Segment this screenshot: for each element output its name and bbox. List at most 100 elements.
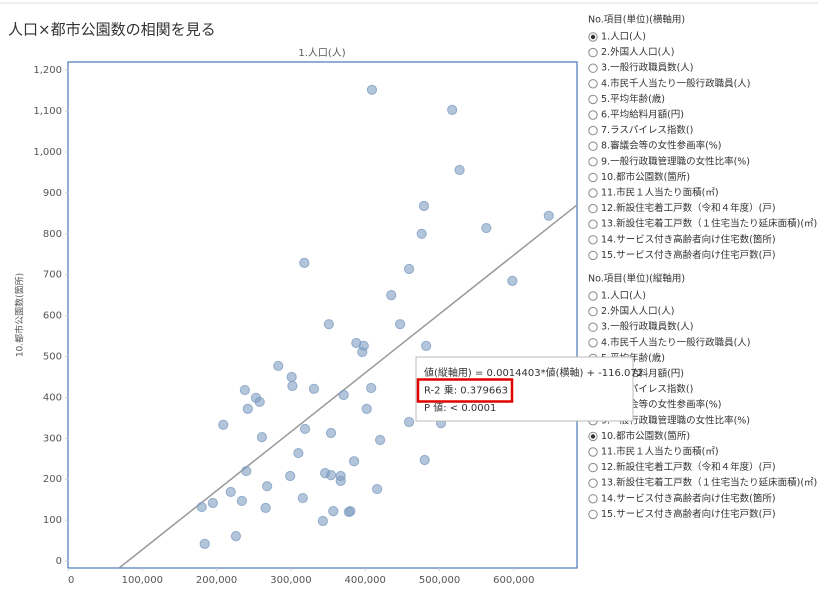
radio-button[interactable]	[588, 322, 598, 332]
radio-option[interactable]: 3.一般行政職員数(人)	[601, 321, 693, 333]
radio-option[interactable]: 13.新設住宅着工戸数（１住宅当たり延床面積)(㎡)	[601, 477, 817, 489]
point	[299, 257, 310, 268]
point	[218, 419, 229, 430]
point	[403, 263, 415, 275]
point	[419, 454, 430, 466]
plot-area	[67, 61, 578, 569]
point	[308, 383, 320, 394]
point	[260, 502, 271, 513]
radio-option[interactable]: 13.新設住宅着工戸数（１住宅当たり延床面積)(㎡)	[601, 218, 817, 230]
point	[241, 465, 252, 477]
radio-option[interactable]: 1.人口(人)	[601, 291, 646, 302]
point	[361, 403, 372, 414]
radio-option[interactable]: 9.一般行政職管理職の女性比率(%)	[601, 155, 750, 167]
tooltip-line: R-2 乗: 0.379663	[424, 385, 508, 397]
radio-button[interactable]	[588, 447, 598, 457]
radio-option[interactable]: 7.ラスパイレス指数()	[601, 124, 693, 136]
radio-button[interactable]	[588, 125, 598, 136]
point	[239, 384, 250, 396]
trend-line	[118, 204, 578, 569]
radio-button[interactable]	[588, 494, 598, 504]
radio-option[interactable]: 5.平均年齢(歳)	[601, 93, 665, 105]
x-tick-label: 500,000	[419, 575, 460, 586]
radio-button[interactable]	[588, 79, 598, 89]
radio-button[interactable]	[588, 63, 598, 73]
radio-button[interactable]	[588, 509, 598, 520]
radio-button[interactable]	[588, 94, 598, 105]
radio-button[interactable]	[588, 110, 598, 120]
point	[299, 423, 311, 435]
radio-button[interactable]	[588, 203, 598, 214]
point	[242, 403, 253, 414]
y-tick-label: 400	[43, 392, 62, 403]
point	[297, 492, 308, 504]
radio-button[interactable]	[588, 478, 598, 488]
y-tick-label: 800	[43, 229, 62, 240]
radio-button[interactable]	[588, 157, 598, 167]
radio-button[interactable]	[588, 306, 598, 317]
radio-option[interactable]: 2.外国人人口(人)	[601, 305, 674, 317]
y-axis-title: 10.都市公園数(箇所)	[14, 273, 26, 357]
point	[323, 319, 334, 330]
radio-button[interactable]	[588, 219, 598, 229]
radio-option[interactable]: 2.外国人人口(人)	[601, 46, 674, 58]
y-tick-label: 500	[43, 352, 62, 363]
point	[421, 340, 432, 351]
y-tick-label: 700	[43, 270, 62, 281]
point	[207, 497, 218, 509]
radio-button[interactable]	[588, 338, 598, 348]
point	[366, 382, 377, 394]
point	[230, 530, 242, 542]
radio-option[interactable]: 12.新設住宅着工戸数（令和４年度）(戸)	[601, 461, 776, 473]
point	[273, 360, 284, 372]
radio-option[interactable]: 10.都市公園数(箇所)	[601, 430, 690, 442]
radio-button[interactable]	[588, 188, 598, 198]
radio-option[interactable]: 12.新設住宅着工戸数（令和４年度）(戸)	[601, 202, 776, 214]
radio-button[interactable]	[588, 462, 598, 473]
point	[328, 506, 339, 517]
point	[317, 515, 328, 527]
x-tick-label: 0	[68, 575, 74, 586]
y-tick-label: 900	[43, 188, 62, 199]
radio-option[interactable]: 4.市民千人当たり一般行政職員(人)	[601, 336, 750, 348]
radio-button[interactable]	[588, 291, 598, 301]
radio-option[interactable]: 3.一般行政職員数(人)	[601, 62, 693, 74]
point	[447, 104, 458, 115]
point	[348, 456, 360, 467]
radio-option[interactable]: 11.市民１人当たり面積(㎡)	[601, 187, 719, 199]
highlight-box	[416, 378, 514, 403]
point	[293, 447, 304, 459]
radio-option[interactable]: 15.サービス付き高齢者向け住宅戸数(戸)	[601, 249, 776, 261]
radio-option[interactable]: 6.平均給料月額(円)	[601, 109, 684, 121]
point	[343, 506, 354, 518]
point	[454, 164, 465, 176]
radio-option[interactable]: 10.都市公園数(箇所)	[601, 171, 690, 183]
radio-option[interactable]: 14.サービス付き高齢者向け住宅数(箇所)	[601, 492, 776, 504]
point	[366, 84, 378, 95]
radio-button[interactable]	[588, 250, 598, 261]
chart-title: 人口×都市公園数の相関を見る	[8, 21, 216, 39]
radio-button[interactable]	[588, 235, 598, 245]
radio-option[interactable]: 15.サービス付き高齢者向け住宅戸数(戸)	[601, 508, 776, 520]
point	[287, 380, 298, 392]
radio-option[interactable]: 11.市民１人当たり面積(㎡)	[601, 446, 719, 458]
y-tick-label: 1,000	[33, 147, 62, 158]
point	[262, 481, 273, 492]
radio-button[interactable]	[588, 141, 598, 151]
point	[236, 495, 247, 507]
radio-button[interactable]	[588, 47, 598, 58]
radio-option[interactable]: 4.市民千人当たり一般行政職員(人)	[601, 77, 750, 89]
radio-option[interactable]: 8.審議会等の女性参画率(%)	[601, 140, 722, 152]
y-tick-label: 600	[43, 311, 62, 322]
radio-option[interactable]: 1.人口(人)	[601, 32, 646, 43]
radio-option[interactable]: 14.サービス付き高齢者向け住宅数(箇所)	[601, 233, 776, 245]
tooltip-line: 値(縦軸用) = 0.0014403*値(横軸) + -116.072	[424, 366, 643, 379]
point	[481, 222, 492, 234]
radio-option[interactable]: 9.一般行政職管理職の女性比率(%)	[601, 414, 750, 426]
radio-dot	[590, 34, 596, 40]
point	[285, 470, 296, 482]
x-tick-label: 600,000	[493, 575, 534, 586]
point	[403, 416, 415, 428]
point	[196, 501, 207, 513]
radio-button[interactable]	[588, 172, 598, 183]
